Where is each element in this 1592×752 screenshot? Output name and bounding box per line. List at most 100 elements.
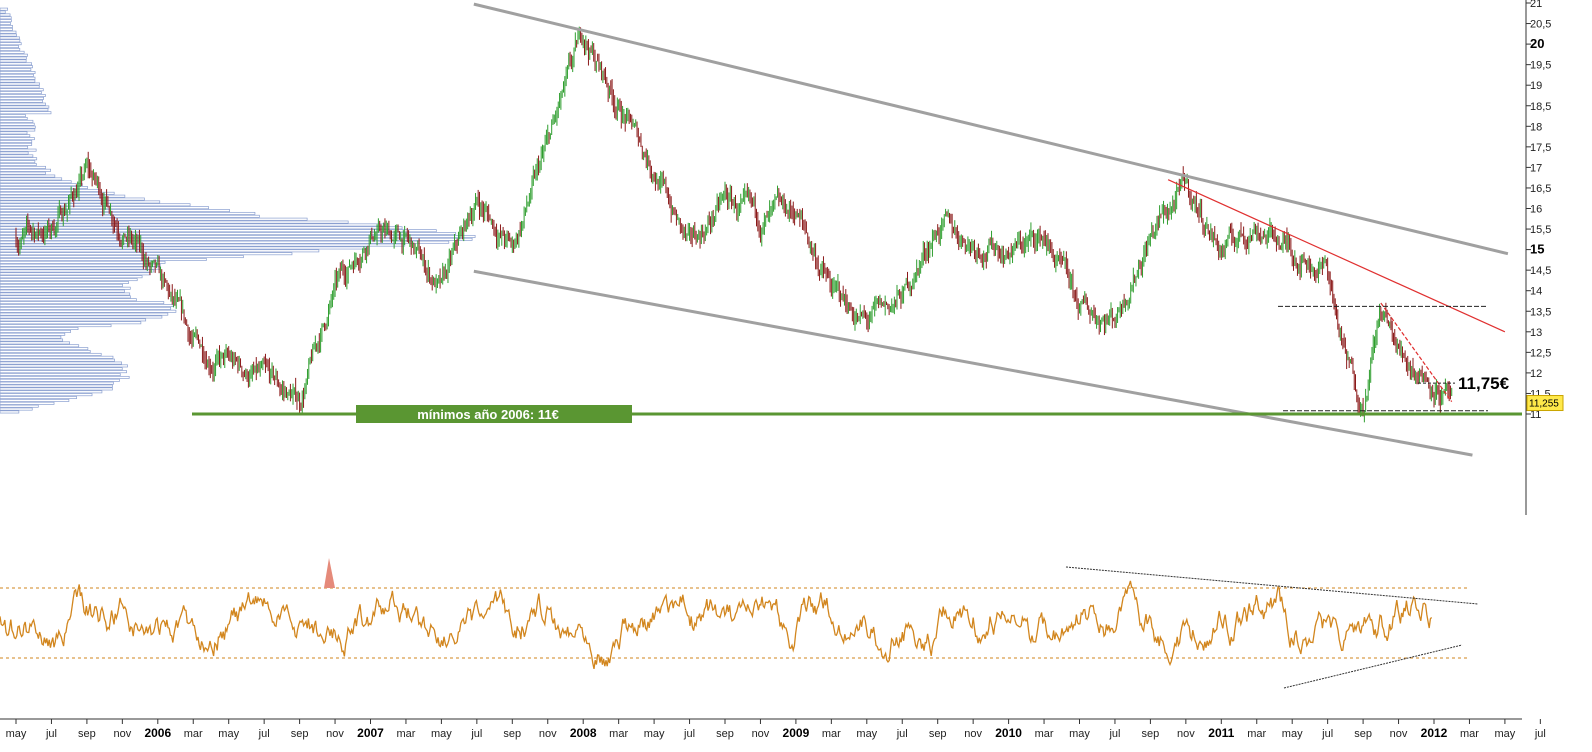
volume-profile-bar	[0, 131, 28, 135]
x-axis: may jul sep nov 2006 mar may jul sep nov 2007 mar ma…	[6, 719, 1546, 740]
volume-profile-bar	[0, 387, 113, 391]
volume-profile-bar	[0, 295, 131, 299]
x-tick-label: nov	[326, 728, 344, 740]
x-tick-label: jul	[1321, 728, 1333, 740]
volume-profile-bar	[0, 401, 55, 405]
x-tick-label: nov	[539, 728, 557, 740]
volume-profile-bar	[0, 165, 46, 169]
x-tick-label: nov	[1177, 728, 1195, 740]
volume-profile-bar	[0, 76, 36, 80]
volume-profile-bar	[0, 272, 151, 276]
y-tick-label: 15,5	[1530, 224, 1551, 236]
y-tick-label: 17	[1530, 162, 1542, 174]
x-tick-label: may	[1282, 728, 1303, 740]
x-tick-label: 2010	[995, 726, 1022, 740]
volume-profile-bar	[0, 364, 128, 368]
volume-profile-bar	[0, 223, 385, 227]
volume-profile-bar	[0, 309, 177, 313]
volume-profile-bar	[0, 65, 33, 69]
x-tick-label: sep	[78, 728, 96, 740]
y-tick-label: 15	[1530, 242, 1544, 257]
x-tick-label: sep	[291, 728, 309, 740]
volume-profile-bar	[0, 407, 33, 411]
x-tick-label: jul	[1534, 728, 1546, 740]
volume-profile-bar	[0, 321, 142, 325]
volume-profile-bar	[0, 134, 31, 138]
volume-profile-bar	[0, 289, 125, 293]
volume-profile-bar	[0, 62, 32, 66]
volume-profile-bar	[0, 119, 34, 123]
volume-profile-bar	[0, 246, 367, 250]
volume-profile-bar	[0, 45, 19, 49]
volume-profile-bar	[0, 249, 320, 253]
volume-profile-bar	[0, 50, 25, 54]
volume-profile-bar	[0, 71, 36, 74]
x-tick-label: mar	[822, 728, 841, 740]
volume-profile-bar	[0, 378, 120, 382]
volume-profile-bar	[0, 16, 12, 20]
volume-profile-bar	[0, 318, 147, 322]
volume-profile-bar	[0, 180, 72, 184]
volume-profile-bar	[0, 73, 34, 77]
volume-profile-bar	[0, 393, 93, 397]
volume-profile-bar	[0, 154, 34, 158]
y-tick-label: 18,5	[1530, 101, 1551, 113]
volume-profile-bar	[0, 347, 89, 351]
oscillator-lower-converging-line	[1283, 644, 1463, 689]
x-tick-label: may	[856, 728, 877, 740]
volume-profile-bar	[0, 114, 26, 118]
y-tick-label: 11	[1530, 409, 1541, 421]
volume-profile-bar	[0, 99, 43, 103]
volume-profile-bar	[0, 27, 13, 31]
channel-line	[473, 269, 1473, 457]
volume-profile-bar	[0, 229, 437, 233]
volume-profile-bar	[0, 292, 131, 296]
volume-profile-bar	[0, 117, 28, 120]
volume-profile-bar	[0, 263, 161, 267]
y-tick-label: 12,5	[1530, 347, 1551, 359]
last-price-badge	[1526, 395, 1564, 412]
y-tick-label: 16,5	[1530, 183, 1551, 195]
x-tick-label: may	[1495, 728, 1516, 740]
volume-profile-bar	[0, 327, 79, 330]
volume-profile-bar	[0, 352, 102, 356]
volume-profile-bar	[0, 102, 46, 106]
y-tick-label: 12	[1530, 368, 1542, 380]
volume-profile-bar	[0, 358, 115, 362]
volume-profile-bar	[0, 269, 155, 273]
x-tick-label: jul	[683, 728, 695, 740]
volume-profile-bar	[0, 163, 37, 166]
x-tick-label: nov	[113, 728, 131, 740]
x-tick-label: jul	[470, 728, 482, 740]
volume-profile-bar	[0, 384, 113, 388]
y-tick-label: 14	[1530, 286, 1542, 298]
volume-profile-bar	[0, 260, 166, 264]
volume-profile-bar	[0, 209, 230, 213]
volume-profile-bar	[0, 85, 40, 89]
x-tick-label: 2011	[1208, 726, 1234, 740]
volume-profile-bar	[0, 410, 20, 414]
volume-profile-bar	[0, 88, 44, 92]
y-tick-label: 18	[1530, 121, 1542, 133]
x-tick-label: nov	[752, 728, 770, 740]
x-tick-label: mar	[1247, 728, 1266, 740]
volume-profile-bar	[0, 324, 112, 328]
volume-profile-bar	[0, 108, 49, 112]
volume-profile-bar	[0, 200, 161, 204]
volume-profile-bar	[0, 105, 50, 109]
volume-profile-bar	[0, 370, 127, 374]
x-tick-label: may	[6, 728, 27, 740]
y-tick-label: 19	[1530, 80, 1542, 92]
volume-profile-bar	[0, 22, 11, 26]
volume-profile-bar	[0, 237, 473, 241]
channel-lines	[473, 2, 1509, 457]
x-tick-label: sep	[1142, 728, 1160, 740]
volume-profile-bar	[0, 234, 476, 238]
x-tick-label: jul	[258, 728, 270, 740]
volume-profile-bar	[0, 361, 122, 365]
x-tick-label: nov	[1390, 728, 1408, 740]
x-tick-label: mar	[1035, 728, 1054, 740]
volume-profile-bar	[0, 39, 21, 43]
volume-profile-bar	[0, 312, 169, 316]
